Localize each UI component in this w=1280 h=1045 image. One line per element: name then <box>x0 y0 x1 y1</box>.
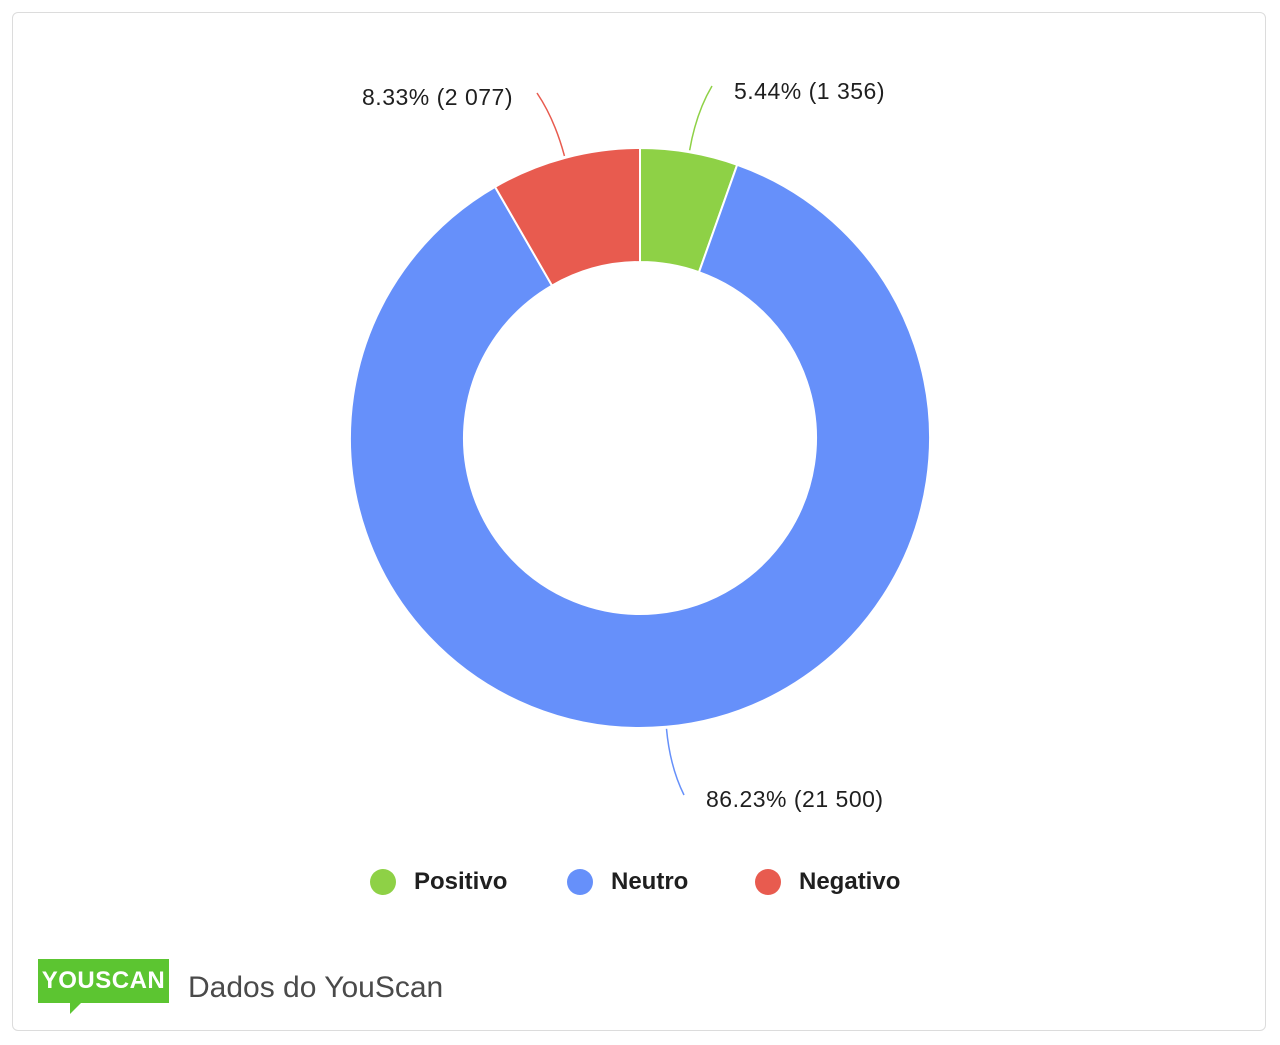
label-leader-lines <box>536 85 713 796</box>
legend-item-neutro[interactable]: Neutro <box>567 862 688 902</box>
chart-legend: Positivo Neutro Negativo <box>0 862 1280 902</box>
source-footer: YOUSCAN Dados do YouScan <box>38 958 443 1018</box>
legend-dot-neutro <box>567 869 593 895</box>
source-text: Dados do YouScan <box>188 971 444 1004</box>
donut-slice-negativo[interactable] <box>493 146 641 287</box>
slice-labels: 5.44% (1 356) 86.23% (21 500) 8.33% (2 0… <box>362 78 885 812</box>
legend-label-positivo: Positivo <box>414 868 508 895</box>
youscan-logo: YOUSCAN <box>38 959 169 1014</box>
leader-line-negativo <box>536 92 566 157</box>
legend-label-negativo: Negativo <box>799 868 901 895</box>
legend-dot-positivo <box>370 869 396 895</box>
legend-dot-negativo <box>755 869 781 895</box>
donut-slice-neutro[interactable] <box>349 163 931 729</box>
leader-line-positivo <box>688 85 713 151</box>
legend-item-positivo[interactable]: Positivo <box>370 862 507 902</box>
legend-item-negativo[interactable]: Negativo <box>755 862 900 902</box>
logo-speech-tail <box>70 1003 81 1014</box>
leader-line-neutro <box>665 728 685 796</box>
slice-label-positivo: 5.44% (1 356) <box>734 78 885 104</box>
youscan-logo-text: YOUSCAN <box>41 967 166 994</box>
slice-label-neutro: 86.23% (21 500) <box>706 786 884 812</box>
legend-label-neutro: Neutro <box>611 868 689 895</box>
donut-slices <box>349 146 931 729</box>
slice-label-negativo: 8.33% (2 077) <box>362 84 513 110</box>
